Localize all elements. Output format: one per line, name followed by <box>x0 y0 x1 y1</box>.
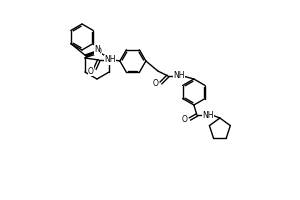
Text: N: N <box>94 46 100 54</box>
Text: NH: NH <box>202 110 214 119</box>
Text: O: O <box>182 114 188 123</box>
Text: NH: NH <box>173 72 184 80</box>
Text: O: O <box>88 66 94 75</box>
Text: NH: NH <box>104 55 116 64</box>
Text: O: O <box>96 47 102 56</box>
Text: O: O <box>153 79 159 88</box>
